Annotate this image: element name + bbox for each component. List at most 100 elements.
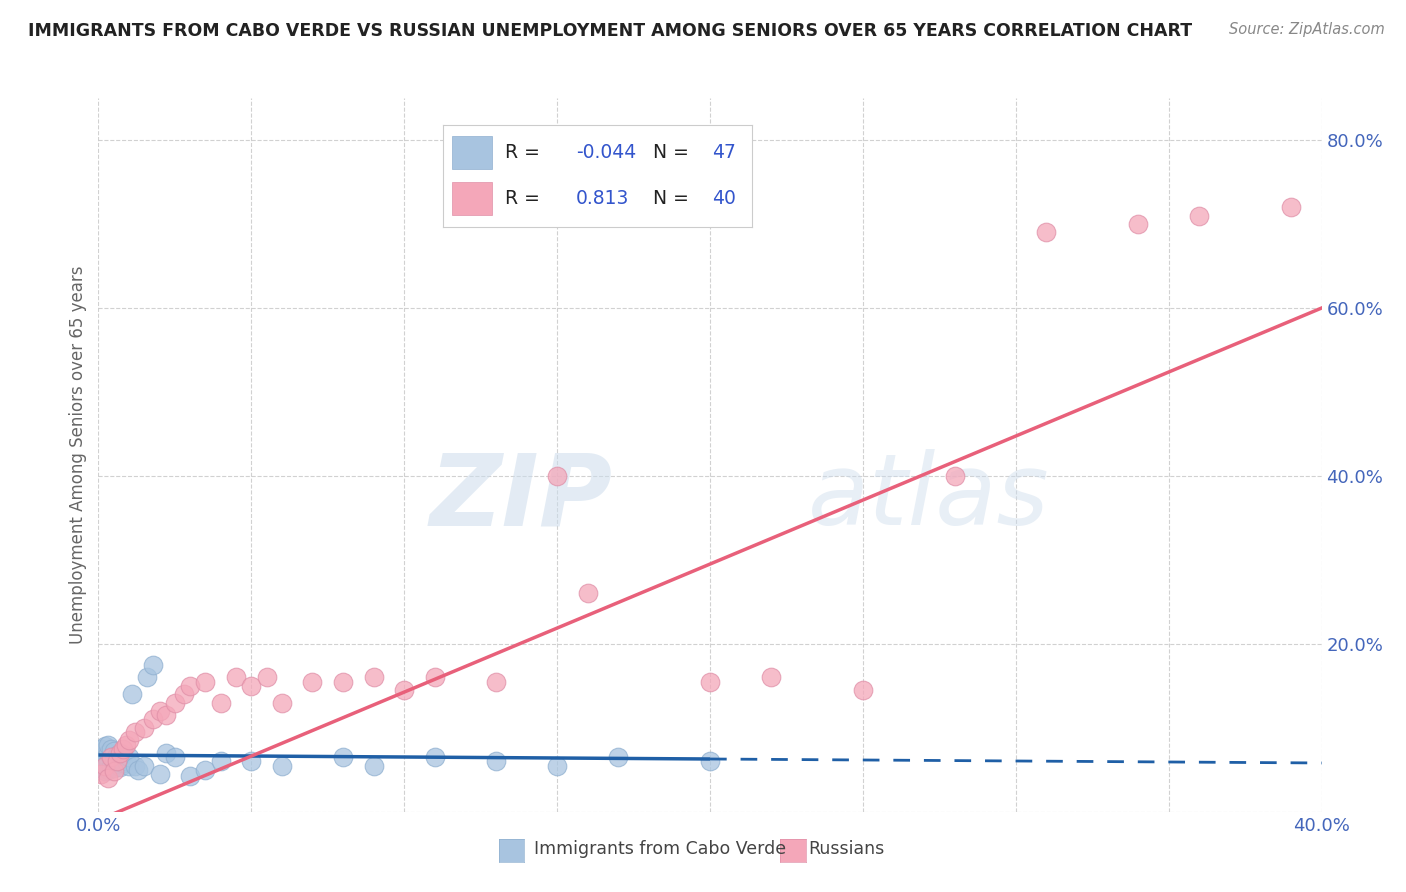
Point <box>93 758 115 772</box>
Point <box>100 750 122 764</box>
Point <box>136 670 159 684</box>
Point <box>134 758 156 772</box>
Point <box>100 750 122 764</box>
Point <box>111 756 134 770</box>
Point <box>97 771 120 785</box>
Point <box>256 670 278 684</box>
Point <box>97 738 120 752</box>
Point <box>134 721 156 735</box>
Point <box>179 679 201 693</box>
Point <box>546 758 568 772</box>
Text: Source: ZipAtlas.com: Source: ZipAtlas.com <box>1229 22 1385 37</box>
Point <box>93 739 115 754</box>
Text: 0.813: 0.813 <box>576 189 630 208</box>
Point <box>142 657 165 672</box>
Point <box>155 708 177 723</box>
Point <box>240 679 263 693</box>
Point <box>90 767 112 781</box>
Point <box>363 670 385 684</box>
Point <box>1279 200 1302 214</box>
Point <box>100 741 122 756</box>
Point <box>103 764 125 779</box>
Point <box>105 748 128 763</box>
Point <box>108 746 131 760</box>
Point <box>97 763 120 777</box>
Point <box>759 670 782 684</box>
Point <box>194 674 217 689</box>
Text: N =: N = <box>654 189 689 208</box>
Bar <box>453 182 492 215</box>
Point <box>423 750 446 764</box>
Point <box>142 712 165 726</box>
Point <box>124 758 146 772</box>
Point <box>90 750 112 764</box>
Point <box>111 747 134 762</box>
Point <box>1035 226 1057 240</box>
Point <box>301 674 323 689</box>
Point <box>103 761 125 775</box>
Point <box>1128 217 1150 231</box>
Point <box>209 696 232 710</box>
Point <box>108 760 131 774</box>
Point <box>105 756 128 771</box>
Point <box>124 725 146 739</box>
Bar <box>453 136 492 169</box>
Point <box>163 750 186 764</box>
Text: ZIP: ZIP <box>429 450 612 546</box>
Point <box>943 469 966 483</box>
Text: Russians: Russians <box>808 840 884 858</box>
Point <box>270 696 292 710</box>
Text: R =: R = <box>505 143 540 162</box>
Point <box>363 758 385 772</box>
Text: -0.044: -0.044 <box>576 143 636 162</box>
Point <box>852 683 875 698</box>
Text: atlas: atlas <box>808 450 1049 546</box>
Point <box>111 741 134 756</box>
Point <box>115 738 138 752</box>
Text: IMMIGRANTS FROM CABO VERDE VS RUSSIAN UNEMPLOYMENT AMONG SENIORS OVER 65 YEARS C: IMMIGRANTS FROM CABO VERDE VS RUSSIAN UN… <box>28 22 1192 40</box>
Point <box>194 763 217 777</box>
Point <box>485 755 508 769</box>
Text: Immigrants from Cabo Verde: Immigrants from Cabo Verde <box>534 840 786 858</box>
Point <box>699 755 721 769</box>
Point <box>118 733 141 747</box>
Text: R =: R = <box>505 189 540 208</box>
Point <box>97 746 120 760</box>
Point <box>485 674 508 689</box>
Point <box>332 750 354 764</box>
Point <box>103 744 125 758</box>
Point <box>1188 209 1211 223</box>
Point <box>392 683 416 698</box>
Point <box>118 758 141 772</box>
Point <box>332 674 354 689</box>
Point <box>90 741 112 756</box>
Point <box>270 758 292 772</box>
Point <box>93 747 115 762</box>
Point <box>97 755 120 769</box>
Point <box>118 750 141 764</box>
Point <box>93 764 115 779</box>
Point <box>105 755 128 769</box>
Point <box>607 750 630 764</box>
Point <box>121 687 143 701</box>
Point <box>155 746 177 760</box>
Text: 47: 47 <box>711 143 735 162</box>
Point <box>149 767 172 781</box>
Point <box>240 755 263 769</box>
Point <box>225 670 247 684</box>
Text: N =: N = <box>654 143 689 162</box>
Y-axis label: Unemployment Among Seniors over 65 years: Unemployment Among Seniors over 65 years <box>69 266 87 644</box>
Point <box>90 758 112 772</box>
Point <box>179 769 201 783</box>
Point <box>546 469 568 483</box>
Point <box>423 670 446 684</box>
Point <box>100 758 122 772</box>
Point <box>163 696 186 710</box>
Point <box>209 755 232 769</box>
Point <box>173 687 195 701</box>
Point <box>576 586 599 600</box>
Point <box>127 763 149 777</box>
Text: 40: 40 <box>711 189 735 208</box>
Point <box>149 704 172 718</box>
Point <box>108 752 131 766</box>
